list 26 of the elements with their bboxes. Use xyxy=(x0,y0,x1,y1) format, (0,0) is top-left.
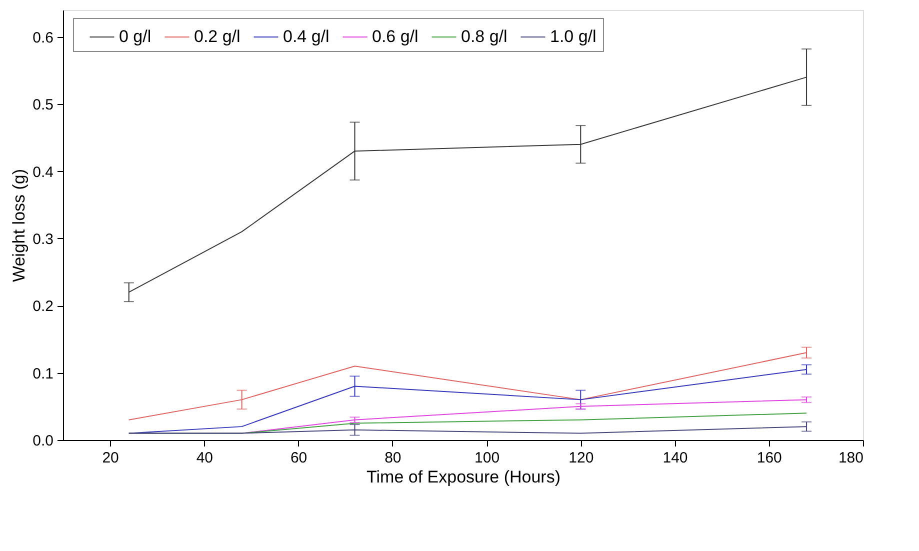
x-tick-label: 120 xyxy=(568,450,594,466)
y-tick-label: 0.4 xyxy=(32,164,54,181)
y-tick-label: 0.2 xyxy=(32,298,54,316)
y-axis-title: Weight loss (g) xyxy=(10,168,29,282)
legend-label: 0 g/l xyxy=(119,27,152,46)
x-tick-label: 100 xyxy=(474,450,500,466)
x-tick-label: 80 xyxy=(384,450,402,466)
y-tick-label: 0.3 xyxy=(32,230,54,248)
x-tick-label: 140 xyxy=(662,450,688,466)
y-tick-label: 0.5 xyxy=(32,96,54,114)
legend-label: 0.4 g/l xyxy=(283,27,330,46)
x-tick-label: 20 xyxy=(102,450,119,466)
y-tick-label: 0.1 xyxy=(32,365,54,382)
x-tick-label: 40 xyxy=(196,450,214,466)
x-tick-label: 180 xyxy=(838,450,864,466)
x-axis-title: Time of Exposure (Hours) xyxy=(366,468,560,486)
line-series xyxy=(128,352,808,420)
y-tick-label: 0.0 xyxy=(32,432,54,450)
legend-label: 0.2 g/l xyxy=(194,27,240,46)
x-tick-label: 60 xyxy=(290,450,308,466)
y-tick-label: 0.6 xyxy=(32,29,54,46)
x-tick-label: 160 xyxy=(756,450,782,466)
legend-label: 0.6 g/l xyxy=(372,27,418,46)
line-series xyxy=(128,368,808,434)
legend-label: 0.8 g/l xyxy=(461,27,508,46)
legend-label: 1.0 g/l xyxy=(550,27,596,46)
